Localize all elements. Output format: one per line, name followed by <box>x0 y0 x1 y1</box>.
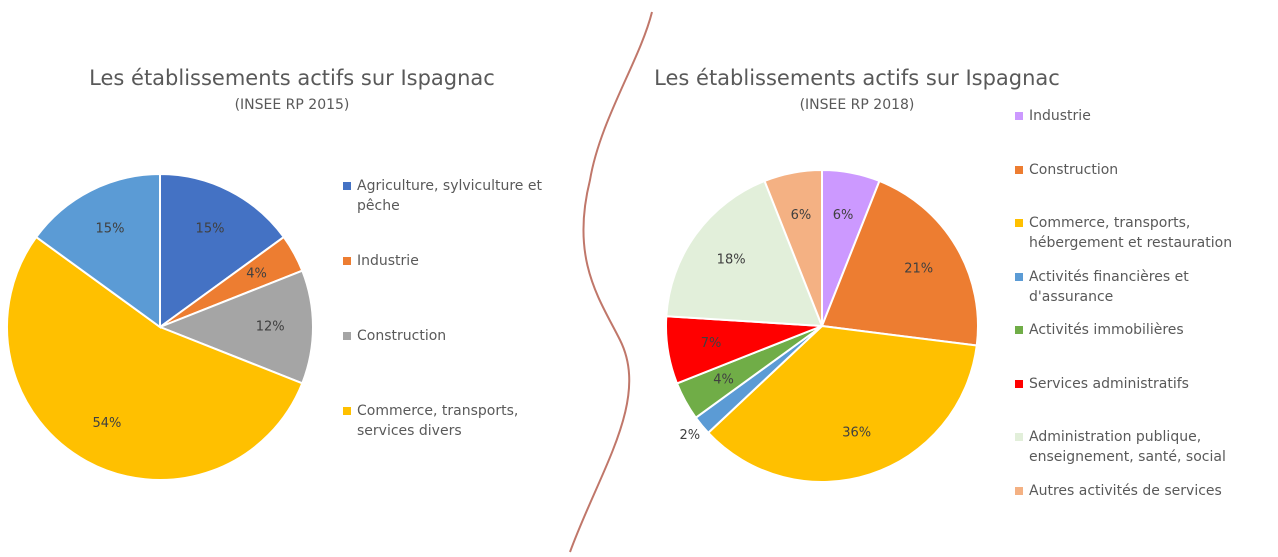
legend-item: Construction <box>1015 160 1277 180</box>
legend-item: Activités financières et d'assurance <box>1015 267 1277 307</box>
legend-label: Activités immobilières <box>1029 322 1184 338</box>
legend-label: Activités financières et d'assurance <box>1029 268 1189 305</box>
data-label: 4% <box>713 373 734 388</box>
pie-slice <box>159 172 286 329</box>
legend-swatch <box>1015 112 1023 120</box>
legend-item: Activités immobilières <box>1015 320 1277 340</box>
chart-title: Les établissements actifs sur Ispagnac <box>89 66 495 90</box>
legend-item: Administration publique, enseignement, s… <box>1015 427 1277 467</box>
data-label: 12% <box>256 320 285 335</box>
legend-swatch <box>343 407 351 415</box>
legend-swatch <box>343 182 351 190</box>
legend-swatch <box>1015 486 1023 495</box>
legend-swatch <box>1015 165 1023 174</box>
pie-slice <box>820 179 979 347</box>
pie-slice <box>157 269 314 385</box>
legend-item: Commerce, transports, hébergement et res… <box>1015 213 1277 253</box>
legend-label: Agriculture, sylviculture et pêche <box>357 178 542 214</box>
legend-swatch <box>1015 433 1023 441</box>
pie-slice <box>6 235 304 481</box>
data-label: 21% <box>904 261 933 276</box>
legend-swatch <box>1015 379 1023 388</box>
data-label: 18% <box>717 252 746 267</box>
legend-swatch <box>343 257 351 265</box>
legend-label: Construction <box>357 328 447 344</box>
chart-subtitle: (INSEE RP 2018) <box>799 97 915 113</box>
legend-label: Services administratifs <box>1029 375 1189 392</box>
legend-item: Agriculture, sylviculture et pêche <box>343 176 573 216</box>
legend-item: Autres activités de services <box>1015 481 1277 501</box>
legend-swatch <box>1015 219 1023 227</box>
legend-swatch <box>1015 272 1023 281</box>
data-label: 15% <box>196 221 225 236</box>
pie-slice <box>34 172 161 329</box>
chart-title: Les établissements actifs sur Ispagnac <box>654 66 1060 90</box>
data-label: 6% <box>791 208 812 223</box>
legend-swatch <box>343 332 351 340</box>
legend-item: Services administratifs <box>1015 374 1277 394</box>
legend-label: Commerce, transports, services divers <box>357 403 519 439</box>
data-label: 36% <box>842 425 871 440</box>
data-label: 54% <box>92 416 121 431</box>
data-label: 7% <box>701 336 722 351</box>
legend-label: Commerce, transports, hébergement et res… <box>1029 215 1233 251</box>
legend-item: Industrie <box>343 251 573 271</box>
legend-item: Industrie <box>1015 106 1277 126</box>
legend-item: Construction <box>343 326 573 346</box>
legend-item: Commerce, transports, services divers <box>343 401 573 441</box>
legend-label: Industrie <box>1029 108 1091 124</box>
chart-subtitle: (INSEE RP 2015) <box>234 97 350 113</box>
pie-slice <box>706 324 978 483</box>
pie-slice <box>763 168 823 327</box>
divider <box>569 11 653 553</box>
legend-label: Administration publique, enseignement, s… <box>1029 429 1226 465</box>
legend-label: Construction <box>1029 161 1119 178</box>
legend-label: Industrie <box>357 253 419 269</box>
data-label: 6% <box>833 208 854 223</box>
data-label: 2% <box>679 428 700 443</box>
legend-label: Autres activités de services <box>1029 482 1222 499</box>
legend-swatch <box>1015 326 1023 334</box>
data-label: 15% <box>96 221 125 236</box>
pie-slice <box>665 179 824 328</box>
data-label: 4% <box>246 266 267 281</box>
